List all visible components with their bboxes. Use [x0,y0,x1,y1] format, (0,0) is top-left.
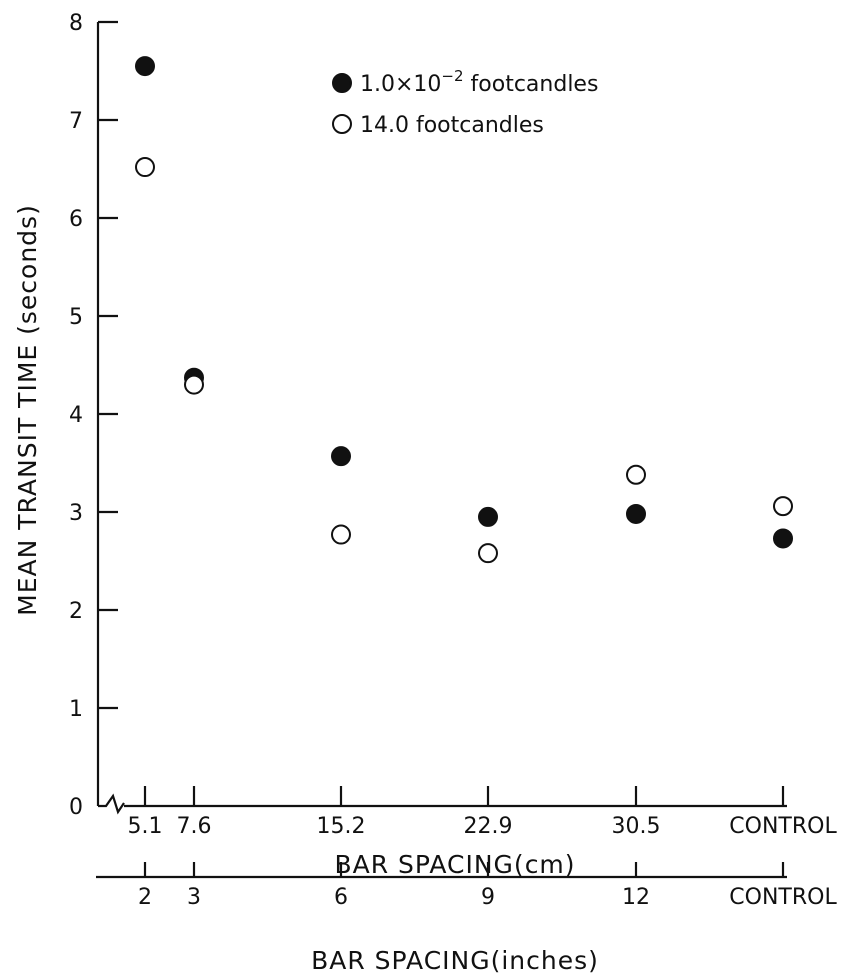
legend-filled-main: 1.0×10 [360,72,441,97]
y-tick-label: 1 [69,697,83,722]
legend-filled-marker [332,73,352,93]
point-open [773,496,793,517]
x-tick-label-inches: 6 [334,885,348,910]
y-tick-label: 5 [69,305,83,330]
legend-filled-label: 1.0×10−2 footcandles [360,67,598,97]
x-tick-label-inches: 12 [622,885,650,910]
y-tick-label: 2 [69,599,83,624]
x-ticks-inches: 2 3 6 9 12 CONTROL [138,862,837,910]
point-open [478,543,498,564]
y-tick-label: 7 [69,109,83,134]
x-tick-label-cm: 15.2 [317,814,366,839]
y-ticks: 0 1 2 3 4 5 6 7 8 [69,11,118,820]
legend-open-marker [332,114,352,134]
x-tick-label-cm: 22.9 [464,814,513,839]
point-filled [626,503,646,524]
y-tick-label: 4 [69,403,83,428]
legend-filled-unit: footcandles [464,72,599,97]
legend-open-label: 14.0 footcandles [360,113,544,138]
x-tick-label-cm: 7.6 [177,814,212,839]
point-filled [478,506,498,527]
y-tick-label: 6 [69,207,83,232]
data-points [135,56,793,564]
legend: 1.0×10−2 footcandles 14.0 footcandles [332,67,598,138]
y-axis-title: MEAN TRANSIT TIME (seconds) [13,204,42,616]
x-tick-label-inches: 2 [138,885,152,910]
y-tick-label: 8 [69,11,83,36]
point-open [135,157,155,178]
x-tick-label-cm: 30.5 [612,814,661,839]
point-filled [135,56,155,77]
x-ticks-cm: 5.1 7.6 15.2 22.9 30.5 CONTROL [128,786,837,839]
y-tick-label: 3 [69,501,83,526]
x-axis-title-cm: BAR SPACING(cm) [334,850,575,879]
x-tick-label-inches: 9 [481,885,495,910]
x-axis-break [98,793,125,815]
x-tick-label-cm: CONTROL [729,814,837,839]
x-tick-label-inches: CONTROL [729,885,837,910]
x-tick-label-cm: 5.1 [128,814,163,839]
point-open [331,524,351,545]
point-open [184,374,204,395]
x-tick-label-inches: 3 [187,885,201,910]
x-axis-title-inches: BAR SPACING(inches) [311,946,599,975]
point-filled [331,446,351,467]
legend-filled-exponent: −2 [441,67,463,85]
y-tick-label: 0 [69,795,83,820]
point-filled [773,528,793,549]
point-open [626,464,646,485]
